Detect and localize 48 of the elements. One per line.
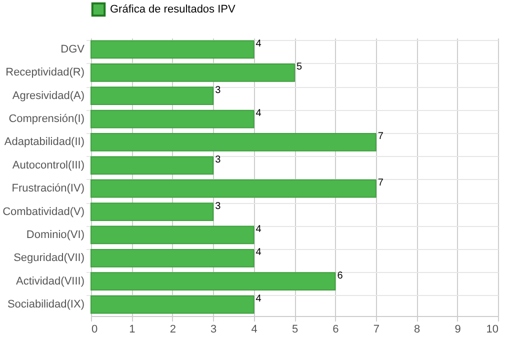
bar	[90, 248, 254, 268]
data-label: 3	[215, 84, 222, 96]
y-tick-label: Autocontrol(III)	[12, 159, 84, 172]
data-label: 4	[256, 224, 262, 235]
data-label: 3	[215, 200, 222, 212]
bar	[90, 202, 214, 221]
bar	[90, 226, 254, 244]
data-label: 4	[256, 38, 262, 50]
x-tick-label: 7	[373, 324, 380, 336]
x-tick-label: 2	[170, 324, 176, 336]
bar	[90, 40, 254, 59]
y-tick-label: Actividad(VIII)	[16, 275, 84, 288]
data-label: 3	[215, 154, 222, 166]
bar	[90, 272, 336, 291]
x-tick-label: 4	[251, 324, 258, 336]
x-tick-label: 9	[454, 324, 461, 336]
bar	[90, 133, 376, 152]
x-tick-label: 8	[414, 324, 420, 336]
x-tick-label: 0	[92, 324, 98, 336]
bar	[90, 110, 254, 128]
y-tick-label: Receptividad(R)	[6, 66, 84, 79]
bar	[90, 156, 214, 175]
data-label: 7	[378, 131, 384, 142]
data-label: 4	[256, 108, 262, 120]
data-label: 6	[337, 270, 344, 282]
x-tick-label: 5	[292, 324, 298, 336]
bar	[90, 63, 295, 82]
x-tick-label: 3	[210, 324, 217, 336]
y-tick-label: Adaptabilidad(II)	[4, 136, 84, 148]
x-tick-label: 6	[332, 324, 339, 336]
y-tick-label: Comprensión(I)	[8, 113, 84, 126]
legend-label: Gráfica de resultados IPV	[110, 4, 236, 16]
data-label: 4	[256, 294, 262, 305]
y-tick-label: Combatividad(V)	[2, 206, 84, 218]
data-label: 7	[378, 178, 384, 189]
x-tick-label: 1	[129, 324, 136, 336]
bar	[90, 86, 214, 106]
y-tick-label: Agresividad(A)	[12, 90, 84, 102]
y-tick-label: Seguridad(VII)	[14, 252, 84, 264]
bar	[90, 179, 376, 198]
y-tick-label: DGV	[60, 43, 86, 56]
data-label: 5	[296, 62, 302, 73]
y-tick-label: Dominio(VI)	[26, 228, 84, 241]
x-tick-label: 10	[486, 324, 498, 336]
y-tick-label: Frustración(IV)	[12, 182, 84, 195]
bar	[90, 295, 254, 314]
y-tick-label: Sociabilidad(IX)	[7, 298, 84, 311]
data-label: 4	[256, 247, 262, 258]
